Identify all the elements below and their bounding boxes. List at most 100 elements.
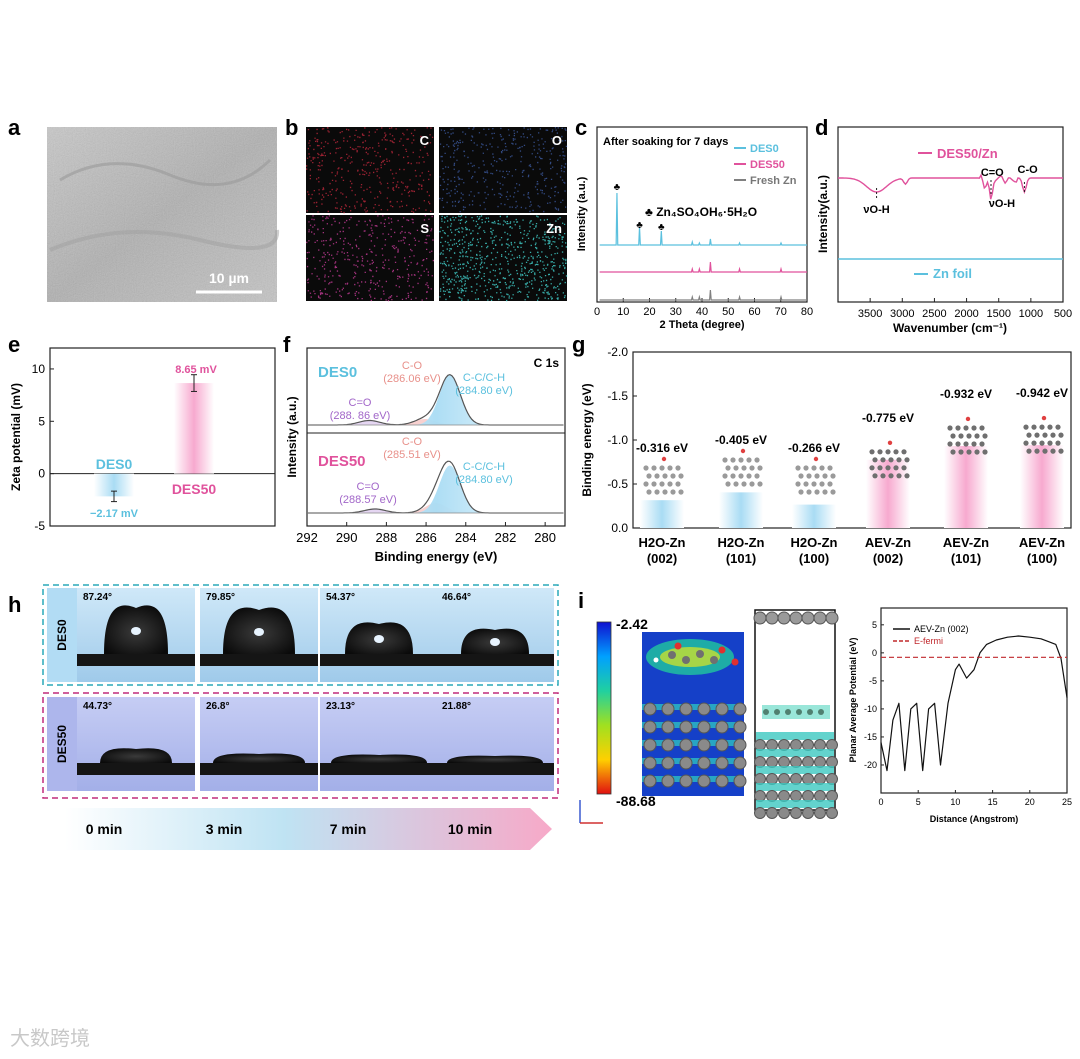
adsorbate [813,456,819,462]
atom [806,489,812,495]
atom [654,489,660,495]
atom [667,465,673,471]
zn-atom [697,720,711,734]
value-label-e: 8.65 mV [175,364,217,376]
atom [827,465,833,471]
legend-label-c: DES50 [750,159,785,171]
bar-des0 [94,473,134,497]
atom [1026,448,1032,454]
atom [806,473,812,479]
legend-label-d: Zn foil [933,266,972,281]
colorbar-min: -88.68 [616,793,656,809]
eds-dots-c [306,127,434,214]
atom [1039,424,1045,430]
panel-label-f: f [283,332,291,357]
eds-map-label: S [420,221,429,236]
tick-label-d: 3000 [890,308,914,320]
contact-angle-images: DES0 87.24° 79.85° 54.37° 46.64° DES50 44.73° 2… [47,588,554,791]
contact-angle: 87.24° [83,592,112,603]
atom [651,465,657,471]
legend-label-i: E-fermi [914,636,943,646]
atom [811,481,817,487]
atom [822,489,828,495]
xps-component [307,375,565,425]
xlabel-d: Wavenumber (cm⁻¹) [893,321,1007,335]
colorbar [596,621,612,795]
sample-label-f: DES0 [318,364,357,381]
category-label-g: AEV-Zn [943,535,989,550]
atom [798,489,804,495]
plot-frame-g [632,351,1072,529]
tick-label-c: 10 [617,306,629,318]
eds-maps: C O S Zn [306,127,568,302]
substrate [436,654,554,666]
droplet [213,753,305,763]
adsorbate [661,456,667,462]
atom [1058,432,1064,438]
series-aev-zn-002 [880,635,1068,772]
tick-label-g: -2.0 [607,345,628,359]
substrate [200,654,318,666]
tick-label-i: -15 [864,732,877,742]
legend-label-c: Fresh Zn [750,175,797,187]
category-label-g: (101) [951,551,981,566]
tick-label-i: 20 [1025,797,1035,807]
drop-image [77,697,195,791]
droplet [447,755,543,763]
atom [1034,432,1040,438]
zn-atom [802,807,814,819]
zn-atom [715,756,729,770]
atom [738,457,744,463]
zn-layer-iso [756,800,834,808]
atom [1042,448,1048,454]
tick-label-d: 500 [1054,308,1072,320]
eds-map-s [306,215,434,301]
tick-label-g: -0.5 [607,477,628,491]
atom [1034,448,1040,454]
sample-label-f: DES50 [318,453,366,470]
legend-label-d: DES50/Zn [937,146,998,161]
zn-atom [679,738,693,752]
zn-atom [643,720,657,734]
series-des0 [599,192,807,246]
bar-aev-zn-101 [944,445,988,528]
row-label: DES0 [55,619,69,651]
atom [675,481,681,487]
contact-angle: 44.73° [83,701,112,712]
droplet-highlight [131,627,141,635]
atom [757,481,763,487]
atom [749,481,755,487]
category-label-g: (101) [726,551,756,566]
molecule-atom [796,709,802,715]
phase-marker: ♣ [614,182,621,193]
adsorbate [1041,415,1047,421]
atom [888,473,894,479]
zn-atom [643,756,657,770]
atom [662,473,668,479]
plot-frame-f [306,347,566,527]
zn-atom [778,756,790,768]
substrate [320,654,438,666]
bar-h2o-zn-002 [640,500,684,528]
scale-bar-label: 10 µm [209,270,249,286]
ylabel-g: Binding energy (eV) [580,383,594,496]
zn-atom [715,720,729,734]
tick-label-i: 25 [1062,797,1072,807]
ftir-annotation: νO-H [989,198,1015,210]
zn-atom [697,738,711,752]
atom [958,449,964,455]
tick-label-i: 10 [950,797,960,807]
tick-label-f: 282 [495,530,517,545]
atom [979,425,985,431]
bar-des50 [174,383,214,474]
des0-frame [42,584,559,686]
panel-label-i: i [578,588,584,613]
panel-label-b: b [285,115,298,140]
row-label-bg [47,588,77,682]
panel-f: f C 1s 292 290 288 286 284 282 280 DES0 DES50 C=O… [283,332,566,564]
tick-label-d: 1500 [986,308,1010,320]
zn-atom [697,702,711,716]
atom [749,465,755,471]
panel-label-g: g [572,332,585,357]
